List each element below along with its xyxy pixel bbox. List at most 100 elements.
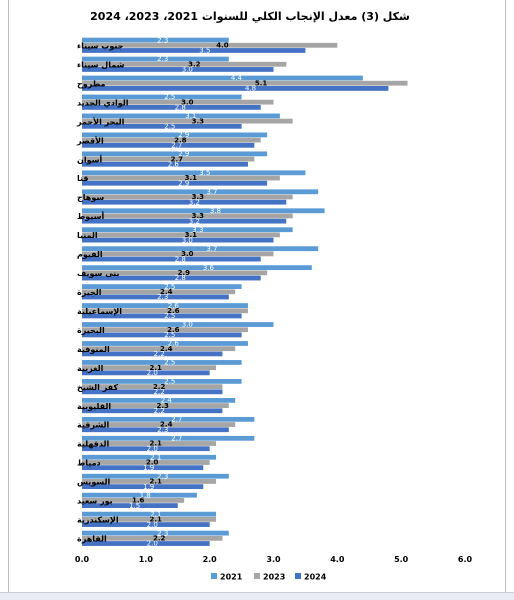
legend-label-2024: 2024 xyxy=(304,573,327,582)
data-label-2021-20: 2.7 xyxy=(171,416,182,424)
data-label-2023-2: 5.1 xyxy=(255,79,268,87)
data-label-2023-1: 3.2 xyxy=(188,60,201,68)
data-label-2021-10: 3.3 xyxy=(192,226,203,234)
data-label-2021-7: 3.5 xyxy=(199,169,210,177)
category-label-13: الجيزة xyxy=(77,288,102,297)
data-label-2024-2: 4.8 xyxy=(245,85,256,93)
x-tick-label-0: 0.0 xyxy=(75,555,90,564)
data-label-2023-6: 2.7 xyxy=(171,155,184,163)
bar-2021-1 xyxy=(82,56,229,62)
bars-layer xyxy=(82,37,408,546)
data-label-2023-23: 2.1 xyxy=(150,478,163,486)
category-label-1: شمال سيناء xyxy=(77,60,125,69)
bar-2023-16 xyxy=(82,346,236,352)
bar-2024-23 xyxy=(82,484,204,490)
bar-2023-17 xyxy=(82,365,217,371)
bar-2024-19 xyxy=(82,408,223,414)
category-label-11: الفيوم xyxy=(77,250,103,259)
bar-2024-0 xyxy=(82,48,306,53)
bar-2024-18 xyxy=(82,389,223,395)
legend-label-2021: 2021 xyxy=(220,573,243,582)
bar-2024-8 xyxy=(82,199,287,205)
bar-2023-11 xyxy=(82,251,274,257)
data-label-2024-16: 2.2 xyxy=(154,350,165,358)
data-label-2024-9: 3.2 xyxy=(189,217,200,225)
bar-2021-6 xyxy=(82,151,268,157)
data-label-2024-6: 2.6 xyxy=(168,160,180,168)
data-label-2024-10: 3.0 xyxy=(182,236,193,244)
bar-2023-12 xyxy=(82,270,268,276)
bar-2021-4 xyxy=(82,113,280,119)
data-label-2023-25: 2.1 xyxy=(150,516,163,524)
data-label-2024-15: 2.5 xyxy=(164,331,175,339)
bar-2021-2 xyxy=(82,75,363,81)
category-label-2: مطروح xyxy=(77,79,106,88)
data-label-2024-19: 2.2 xyxy=(154,407,165,415)
bar-2021-24 xyxy=(82,492,197,498)
bar-2021-3 xyxy=(82,94,242,100)
data-label-2024-20: 2.3 xyxy=(157,426,168,434)
category-label-9: أسيوط xyxy=(77,211,104,221)
bar-2024-17 xyxy=(82,370,210,376)
bar-2021-0 xyxy=(82,37,229,43)
category-label-18: كفر الشيخ xyxy=(77,383,118,392)
bar-2021-18 xyxy=(82,379,242,384)
bar-2024-4 xyxy=(82,123,242,129)
data-label-2021-16: 2.6 xyxy=(168,340,180,348)
data-label-2021-26: 2.3 xyxy=(157,529,168,537)
category-label-17: الغربية xyxy=(77,364,104,373)
bar-2023-18 xyxy=(82,384,223,390)
data-label-2021-2: 4.4 xyxy=(231,74,243,82)
data-label-2021-15: 3.0 xyxy=(182,321,193,329)
data-label-2021-3: 2.5 xyxy=(164,93,175,101)
data-label-2024-18: 2.2 xyxy=(154,388,165,396)
data-label-2021-14: 2.6 xyxy=(168,302,180,310)
bar-2021-16 xyxy=(82,341,248,346)
bar-2023-24 xyxy=(82,497,185,503)
bar-2023-4 xyxy=(82,118,293,124)
category-label-25: الإسكندرية xyxy=(77,516,119,525)
bar-2024-11 xyxy=(82,256,261,262)
legend-label-2023: 2023 xyxy=(263,573,285,582)
x-tick-label-3: 3.0 xyxy=(266,555,281,564)
bar-2021-19 xyxy=(82,397,236,403)
data-label-2024-17: 2.0 xyxy=(147,369,158,377)
bar-2023-19 xyxy=(82,403,229,408)
x-tick-label-2: 2.0 xyxy=(203,555,218,564)
data-label-2021-4: 3.1 xyxy=(185,112,196,120)
bar-2023-8 xyxy=(82,194,293,200)
bar-2021-15 xyxy=(82,322,274,327)
data-label-2024-4: 2.5 xyxy=(164,123,175,131)
bar-2024-9 xyxy=(82,218,287,224)
data-label-2024-8: 3.2 xyxy=(189,198,200,206)
bar-2023-3 xyxy=(82,99,274,105)
bar-2024-21 xyxy=(82,446,210,452)
bar-2024-3 xyxy=(82,104,261,110)
data-label-2021-19: 2.4 xyxy=(161,397,173,405)
data-label-2024-26: 2.0 xyxy=(147,540,158,548)
bar-2024-24 xyxy=(82,503,178,508)
bar-2024-7 xyxy=(82,180,268,186)
x-tick-label-6: 6.0 xyxy=(458,555,473,564)
data-label-2021-6: 2.9 xyxy=(178,150,189,158)
category-label-23: السويس xyxy=(77,478,110,488)
category-label-10: المنيا xyxy=(77,231,98,240)
data-label-2023-3: 3.0 xyxy=(181,98,194,106)
data-label-2023-24: 1.6 xyxy=(132,497,145,505)
data-label-2023-21: 2.1 xyxy=(150,440,163,448)
bar-2024-2 xyxy=(82,86,389,91)
data-label-2023-17: 2.1 xyxy=(150,364,163,372)
data-label-2023-7: 3.1 xyxy=(185,174,198,182)
bar-2021-13 xyxy=(82,284,242,289)
x-tick-label-4: 4.0 xyxy=(330,555,345,564)
category-label-12: بنى سويف xyxy=(77,269,120,278)
bar-2021-11 xyxy=(82,246,319,252)
data-label-2023-13: 2.4 xyxy=(160,288,173,296)
bar-2023-21 xyxy=(82,441,217,446)
data-label-2021-25: 2.1 xyxy=(150,510,161,518)
bar-2021-21 xyxy=(82,435,255,441)
data-label-2021-11: 3.7 xyxy=(206,245,217,253)
bar-2023-25 xyxy=(82,516,217,522)
data-labels-layer: 2.34.03.52.33.23.04.45.14.82.53.02.83.13… xyxy=(129,36,267,547)
